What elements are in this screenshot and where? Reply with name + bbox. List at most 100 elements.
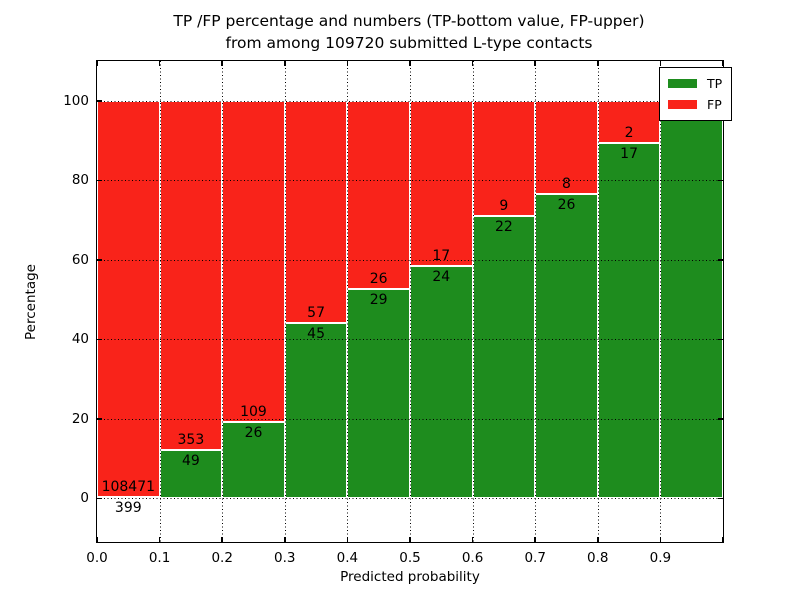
x-tick-mark [471, 61, 474, 66]
x-tick-label: 0.6 [461, 550, 484, 566]
y-tick-mark [718, 338, 723, 340]
x-tick-label: 0.1 [148, 550, 171, 566]
x-tick-mark [722, 537, 724, 542]
y-tick-mark [97, 418, 102, 420]
x-tick-label: 0.7 [524, 550, 546, 566]
chart-title-line1: TP /FP percentage and numbers (TP-bottom… [173, 12, 645, 30]
fp-count-label: 108471 [101, 478, 156, 495]
bar-segment-fp [410, 100, 473, 266]
tp-count-label: 17 [620, 145, 638, 162]
bar-segment-fp [97, 100, 160, 497]
tp-count-label: 29 [369, 291, 388, 308]
fp-swatch-icon [668, 100, 697, 109]
tp-swatch-icon [668, 79, 697, 88]
tp-count-label: 26 [557, 197, 576, 214]
x-tick-mark [221, 61, 223, 66]
bar-segment-tp [597, 142, 661, 499]
x-tick-mark [96, 61, 98, 66]
plot-area: Percentage Predicted probability TP FP 1… [23, 60, 733, 585]
fp-count-label: 17 [432, 247, 451, 264]
fp-count-label: 353 [177, 431, 205, 448]
chart-title-line2: from among 109720 submitted L-type conta… [225, 34, 593, 52]
x-tick-label: 0.3 [274, 550, 296, 566]
x-tick-label: 0.0 [86, 550, 108, 566]
v-gridline [410, 61, 411, 542]
fp-count-label: 9 [499, 198, 509, 215]
y-tick-mark [718, 497, 723, 500]
bar-segment-tp [472, 216, 536, 499]
tp-count-label: 26 [244, 424, 263, 441]
x-tick-mark [597, 61, 599, 66]
bar-segment-tp [347, 288, 410, 499]
y-tick-mark [97, 179, 102, 181]
bar-segment-fp [159, 100, 223, 450]
v-gridline [660, 61, 662, 542]
x-tick-label: 0.5 [399, 550, 421, 566]
legend-item-tp: TP [668, 73, 722, 94]
legend: TP FP [659, 67, 733, 121]
x-tick-mark [284, 537, 286, 542]
x-tick-mark [534, 537, 536, 542]
tp-legend-label: TP [707, 76, 723, 91]
x-tick-mark [158, 61, 161, 66]
x-tick-mark [409, 61, 411, 66]
x-tick-mark [96, 537, 98, 542]
x-tick-label: 0.8 [587, 550, 609, 566]
v-gridline [535, 61, 537, 542]
y-tick-mark [97, 497, 102, 500]
bar-segment-fp [284, 100, 348, 323]
x-tick-mark [158, 537, 161, 542]
fp-count-label: 8 [562, 176, 571, 193]
bar-segment-tp [159, 449, 223, 499]
x-tick-mark [471, 537, 474, 542]
x-tick-mark [722, 61, 724, 66]
v-gridline [347, 61, 349, 542]
fp-count-label: 57 [307, 304, 325, 321]
y-tick-label: 100 [63, 92, 89, 109]
y-tick-mark [718, 259, 723, 261]
x-tick-mark [659, 61, 662, 66]
y-tick-label: 40 [71, 331, 89, 348]
chart-title: TP /FP percentage and numbers (TP-bottom… [96, 10, 722, 54]
bar-segment-tp [284, 322, 348, 499]
x-tick-label: 0.2 [211, 550, 233, 566]
x-tick-mark [534, 61, 536, 66]
bar-segment-fp [222, 100, 285, 422]
v-gridline [472, 61, 474, 542]
y-tick-mark [97, 100, 102, 102]
tp-count-label: 24 [432, 268, 451, 285]
x-tick-mark [346, 61, 349, 66]
tp-count-label: 399 [114, 499, 142, 516]
bar-segment-tp [660, 100, 723, 499]
x-tick-mark [284, 61, 286, 66]
bar-segment-tp [410, 265, 473, 499]
v-gridline [284, 61, 286, 542]
y-tick-label: 20 [71, 410, 89, 427]
fp-count-label: 109 [240, 403, 267, 420]
y-tick-label: 80 [71, 172, 89, 189]
v-gridline [159, 61, 161, 542]
x-axis-label: Predicted probability [340, 569, 480, 585]
x-tick-mark [346, 537, 349, 542]
x-tick-mark [659, 537, 662, 542]
x-tick-mark [597, 537, 599, 542]
y-tick-mark [718, 418, 723, 420]
x-tick-label: 0.4 [336, 550, 359, 566]
x-tick-label: 0.9 [649, 550, 672, 566]
y-tick-mark [97, 259, 102, 261]
bar-segment-tp [535, 194, 598, 499]
tp-count-label: 49 [181, 452, 200, 469]
v-gridline [597, 61, 599, 542]
x-tick-mark [221, 537, 223, 542]
y-axis-label: Percentage [23, 263, 39, 340]
x-tick-mark [409, 537, 411, 542]
y-tick-label: 60 [71, 251, 89, 268]
y-tick-label: 0 [80, 490, 89, 507]
fp-count-label: 2 [624, 124, 634, 141]
tp-count-label: 22 [494, 219, 513, 236]
y-tick-mark [718, 179, 723, 181]
tp-count-label: 45 [307, 325, 325, 342]
bar-segment-fp [472, 100, 536, 217]
v-gridline [222, 61, 224, 542]
